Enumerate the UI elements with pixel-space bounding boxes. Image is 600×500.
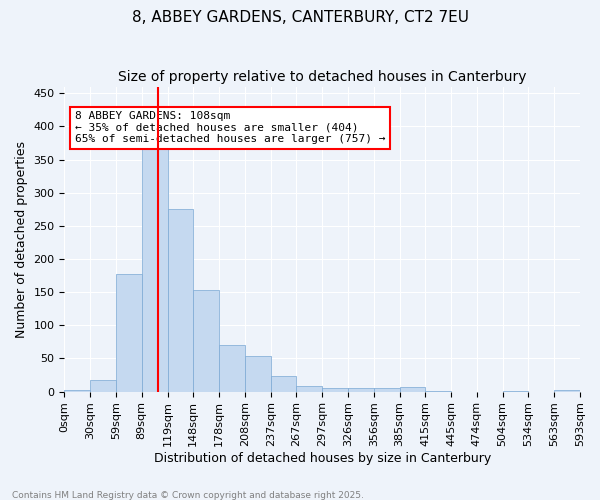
Title: Size of property relative to detached houses in Canterbury: Size of property relative to detached ho… <box>118 70 526 84</box>
Bar <box>271 376 296 392</box>
Bar <box>425 391 451 392</box>
Bar <box>348 388 374 392</box>
Bar <box>296 386 322 392</box>
Y-axis label: Number of detached properties: Number of detached properties <box>15 140 28 338</box>
Bar <box>322 388 348 392</box>
Bar <box>400 387 425 392</box>
Bar <box>193 290 219 392</box>
Bar <box>116 274 142 392</box>
Bar <box>64 390 90 392</box>
Bar <box>219 345 245 392</box>
Bar <box>90 380 116 392</box>
Text: 8 ABBEY GARDENS: 108sqm
← 35% of detached houses are smaller (404)
65% of semi-d: 8 ABBEY GARDENS: 108sqm ← 35% of detache… <box>75 111 385 144</box>
Bar <box>142 146 167 392</box>
Bar <box>245 356 271 392</box>
X-axis label: Distribution of detached houses by size in Canterbury: Distribution of detached houses by size … <box>154 452 491 465</box>
Bar <box>167 209 193 392</box>
Bar <box>554 390 580 392</box>
Text: Contains HM Land Registry data © Crown copyright and database right 2025.: Contains HM Land Registry data © Crown c… <box>12 490 364 500</box>
Bar <box>374 388 400 392</box>
Bar <box>503 391 529 392</box>
Text: 8, ABBEY GARDENS, CANTERBURY, CT2 7EU: 8, ABBEY GARDENS, CANTERBURY, CT2 7EU <box>131 10 469 25</box>
